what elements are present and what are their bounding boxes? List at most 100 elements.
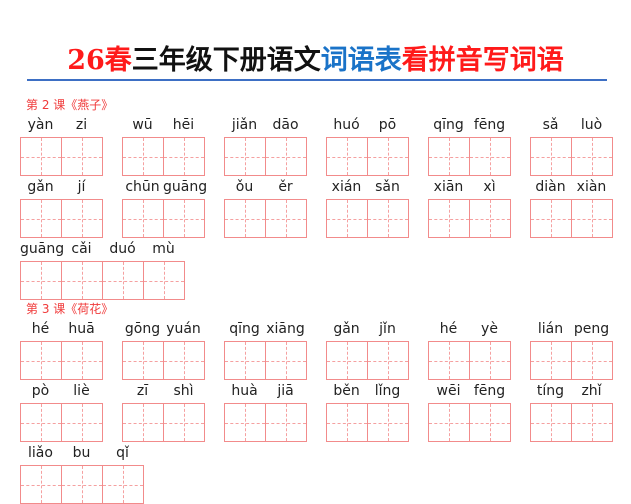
pinyin-line: gǎn jǐn: [326, 318, 408, 341]
tianzige-cell[interactable]: [530, 341, 572, 380]
tianzige-cell[interactable]: [163, 341, 205, 380]
tianzige-cell[interactable]: [428, 199, 470, 238]
pinyin-syllable: pò: [31, 383, 50, 399]
word-item: qīng fēng: [428, 114, 511, 176]
tianzige-cell[interactable]: [122, 403, 164, 442]
tianzige-cell[interactable]: [122, 137, 164, 176]
pinyin-syllable: gǎn: [27, 179, 54, 195]
tianzige-cell[interactable]: [163, 403, 205, 442]
word-item: běn lǐng: [326, 380, 409, 442]
writing-grid: [224, 341, 307, 380]
word-item: gǎn jí: [20, 176, 103, 238]
tianzige-cell[interactable]: [265, 137, 307, 176]
tianzige-cell[interactable]: [428, 341, 470, 380]
tianzige-cell[interactable]: [61, 199, 103, 238]
tianzige-cell[interactable]: [571, 137, 613, 176]
tianzige-cell[interactable]: [428, 403, 470, 442]
tianzige-cell[interactable]: [367, 137, 409, 176]
tianzige-cell[interactable]: [20, 403, 62, 442]
pinyin-syllable: xiān: [433, 179, 464, 195]
tianzige-cell[interactable]: [61, 465, 103, 504]
tianzige-cell[interactable]: [367, 199, 409, 238]
tianzige-cell[interactable]: [428, 137, 470, 176]
pinyin-syllable: hé: [31, 321, 50, 337]
tianzige-cell[interactable]: [265, 341, 307, 380]
word-item: guāng cǎi duó mù: [20, 238, 185, 300]
tianzige-cell[interactable]: [469, 199, 511, 238]
pinyin-syllable: hé: [439, 321, 458, 337]
tianzige-cell[interactable]: [102, 465, 144, 504]
pinyin-syllable: peng: [573, 321, 610, 337]
pinyin-syllable: sǎ: [542, 117, 559, 133]
pinyin-syllable: jǐn: [379, 321, 396, 337]
pinyin-syllable: wū: [132, 117, 153, 133]
tianzige-cell[interactable]: [163, 137, 205, 176]
tianzige-cell[interactable]: [469, 137, 511, 176]
pinyin-line: jiǎn dāo: [224, 114, 306, 137]
writing-grid: [326, 403, 409, 442]
tianzige-cell[interactable]: [530, 137, 572, 176]
tianzige-cell[interactable]: [224, 137, 266, 176]
pinyin-syllable: qīng: [229, 321, 260, 337]
tianzige-cell[interactable]: [20, 199, 62, 238]
tianzige-cell[interactable]: [265, 199, 307, 238]
tianzige-cell[interactable]: [224, 199, 266, 238]
writing-grid: [20, 403, 103, 442]
tianzige-cell[interactable]: [571, 341, 613, 380]
writing-grid: [122, 341, 205, 380]
pinyin-line: qīng fēng: [428, 114, 510, 137]
word-item: gǎn jǐn: [326, 318, 409, 380]
pinyin-syllable: guāng: [20, 241, 65, 257]
pinyin-syllable: qīng: [433, 117, 464, 133]
tianzige-cell[interactable]: [326, 341, 368, 380]
pinyin-syllable: zī: [136, 383, 149, 399]
tianzige-cell[interactable]: [20, 341, 62, 380]
tianzige-cell[interactable]: [367, 403, 409, 442]
pinyin-syllable: dāo: [272, 117, 299, 133]
tianzige-cell[interactable]: [20, 465, 62, 504]
tianzige-cell[interactable]: [224, 403, 266, 442]
tianzige-cell[interactable]: [61, 341, 103, 380]
tianzige-cell[interactable]: [20, 261, 62, 300]
tianzige-cell[interactable]: [326, 199, 368, 238]
tianzige-cell[interactable]: [163, 199, 205, 238]
writing-grid: [20, 465, 144, 504]
tianzige-cell[interactable]: [61, 403, 103, 442]
word-row: hé huā gōng yuán qīng xiāng gǎn jǐn hé yè lián peng: [20, 318, 620, 380]
pinyin-syllable: cǎi: [71, 241, 92, 257]
word-item: xiān xì: [428, 176, 511, 238]
tianzige-cell[interactable]: [469, 403, 511, 442]
pinyin-line: běn lǐng: [326, 380, 408, 403]
tianzige-cell[interactable]: [265, 403, 307, 442]
pinyin-syllable: xiàn: [576, 179, 607, 195]
writing-grid: [122, 137, 205, 176]
tianzige-cell[interactable]: [122, 199, 164, 238]
tianzige-cell[interactable]: [530, 403, 572, 442]
tianzige-cell[interactable]: [61, 261, 103, 300]
pinyin-syllable: liè: [73, 383, 90, 399]
tianzige-cell[interactable]: [571, 199, 613, 238]
tianzige-cell[interactable]: [469, 341, 511, 380]
tianzige-cell[interactable]: [122, 341, 164, 380]
tianzige-cell[interactable]: [367, 341, 409, 380]
pinyin-line: chūn guāng: [122, 176, 207, 199]
tianzige-cell[interactable]: [571, 403, 613, 442]
writing-grid: [20, 199, 103, 238]
word-item: sǎ luò: [530, 114, 613, 176]
tianzige-cell[interactable]: [224, 341, 266, 380]
word-item: hé yè: [428, 318, 511, 380]
tianzige-cell[interactable]: [326, 403, 368, 442]
worksheet-body: 第 2 课《燕子》 yàn zi wū hēi jiǎn dāo huó pō qīng fēng s…: [20, 96, 620, 504]
tianzige-cell[interactable]: [20, 137, 62, 176]
word-item: xián sǎn: [326, 176, 409, 238]
tianzige-cell[interactable]: [326, 137, 368, 176]
tianzige-cell[interactable]: [530, 199, 572, 238]
tianzige-cell[interactable]: [61, 137, 103, 176]
title-segment: 看拼音写词语: [401, 45, 564, 76]
tianzige-cell[interactable]: [102, 261, 144, 300]
tianzige-cell[interactable]: [143, 261, 185, 300]
pinyin-syllable: shì: [173, 383, 194, 399]
writing-grid: [122, 403, 205, 442]
pinyin-line: liǎo bu qǐ: [20, 442, 143, 465]
pinyin-syllable: xián: [331, 179, 362, 195]
